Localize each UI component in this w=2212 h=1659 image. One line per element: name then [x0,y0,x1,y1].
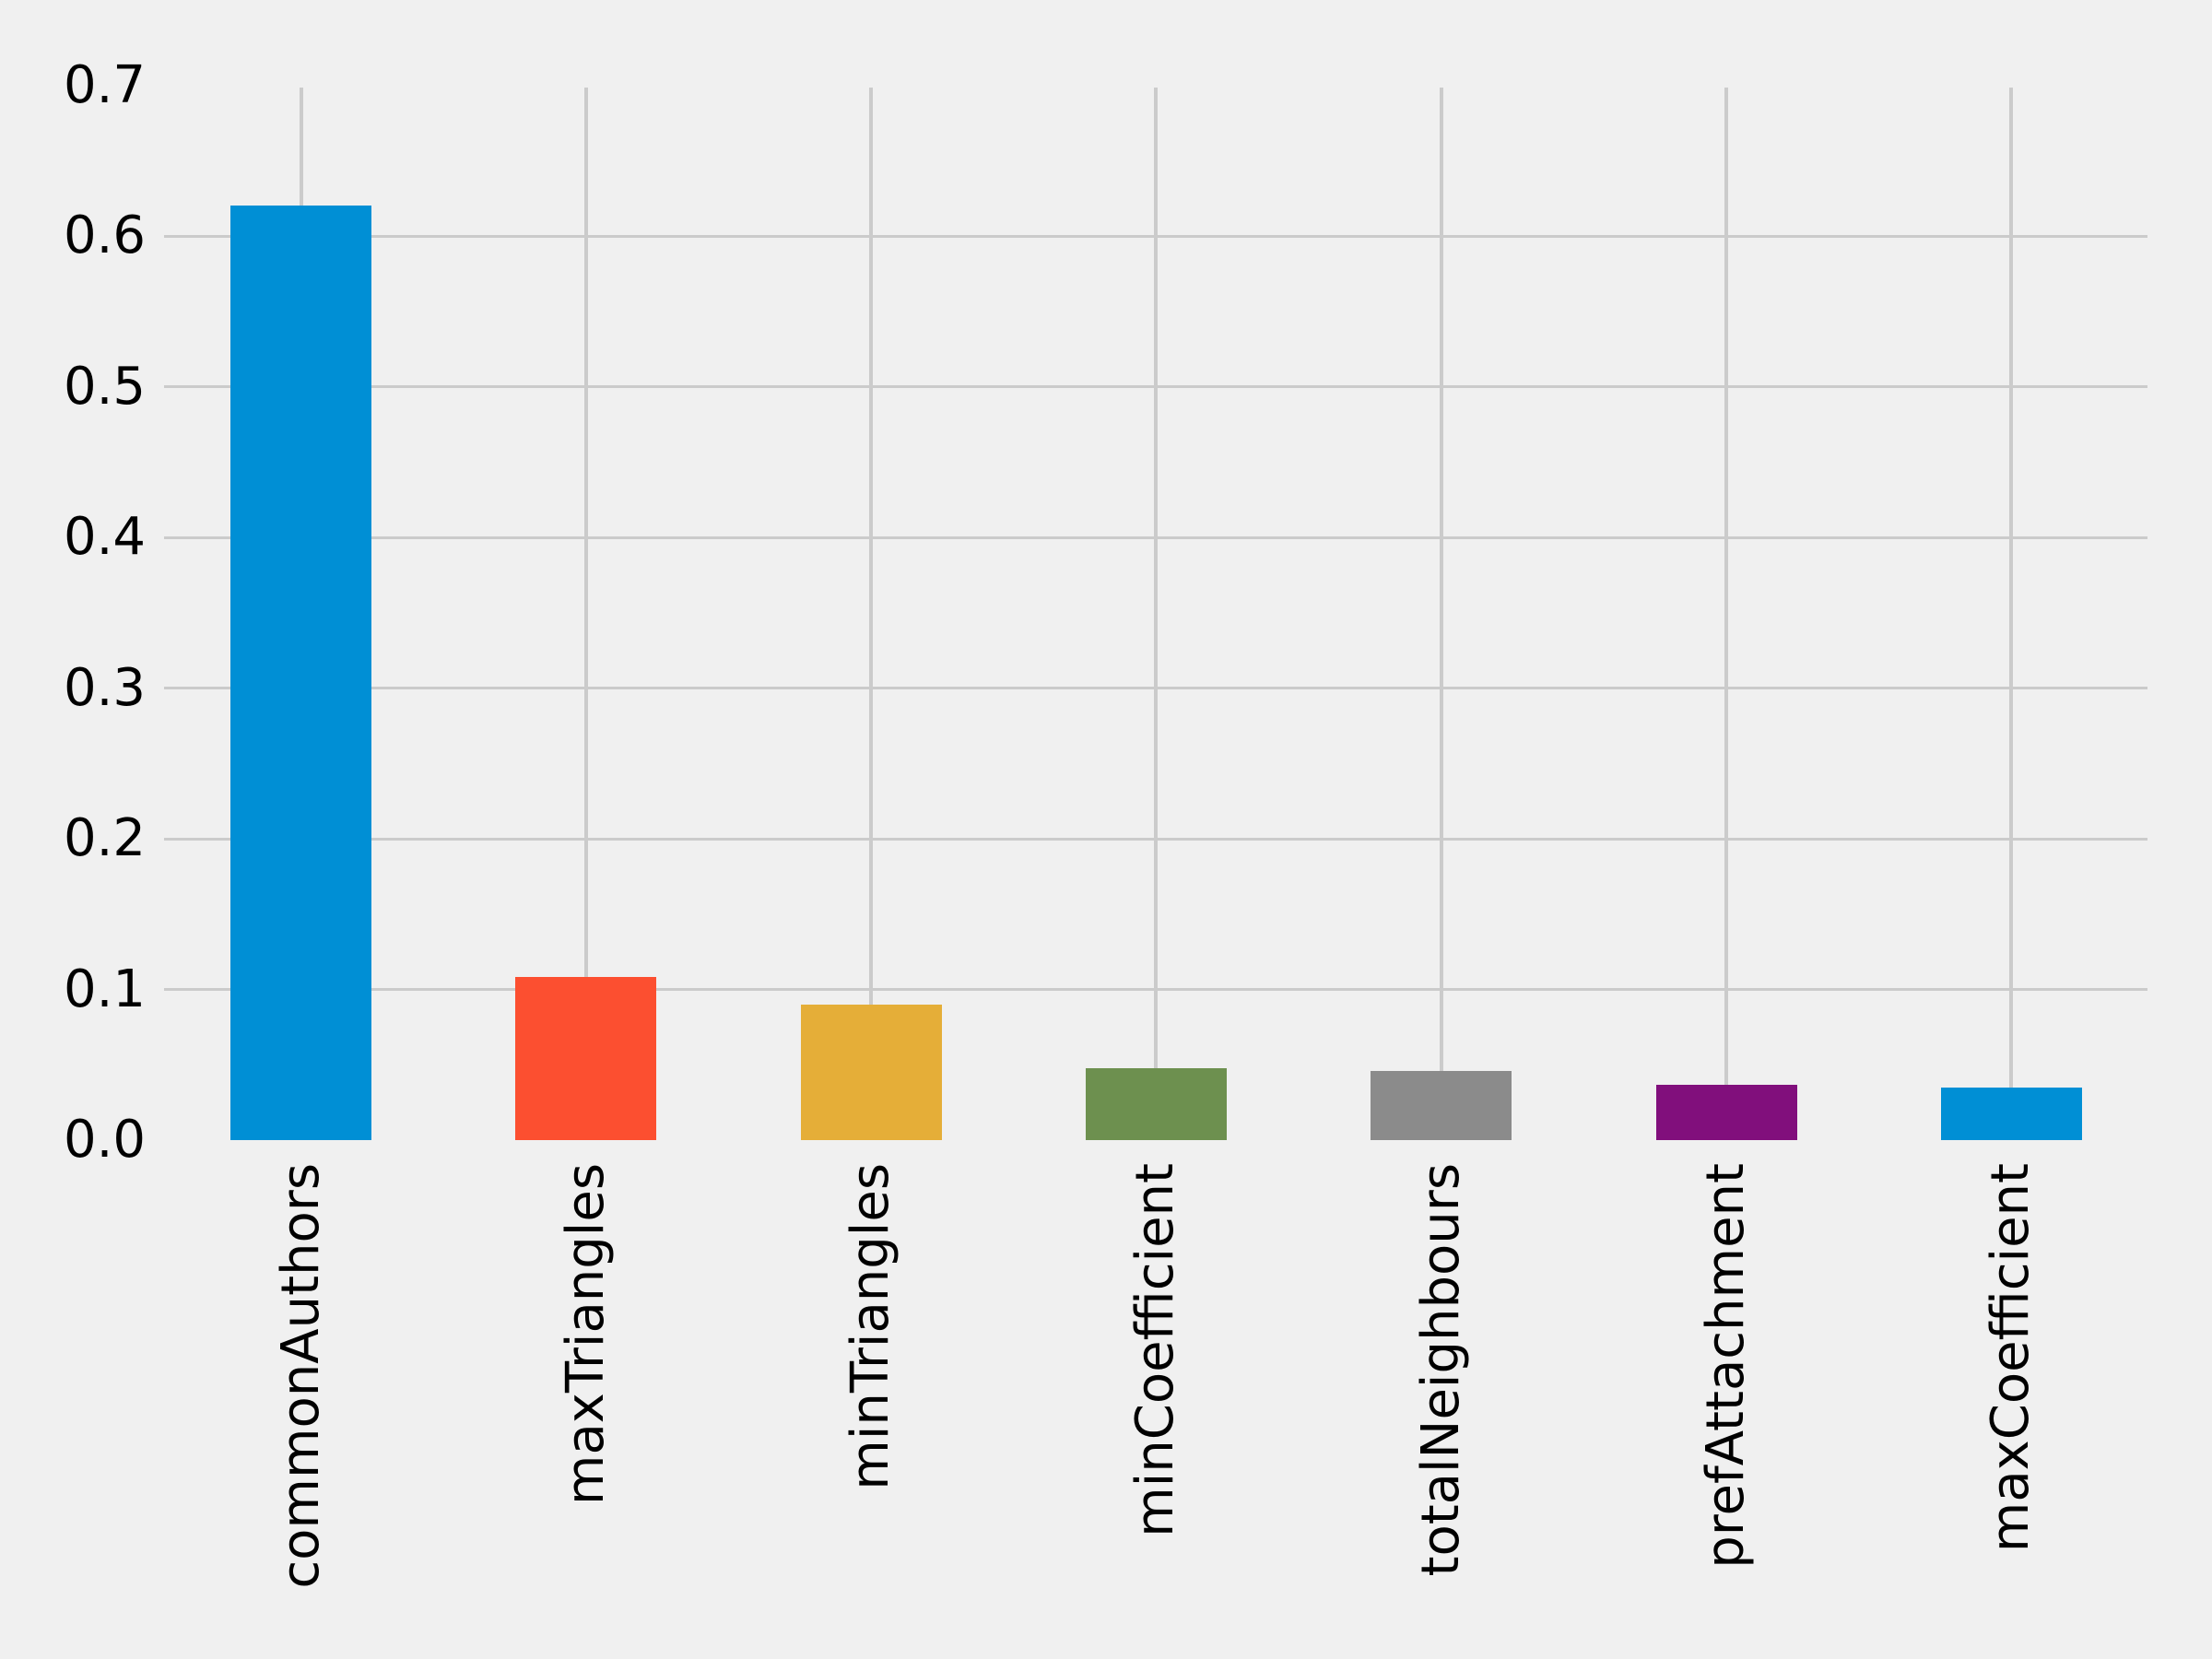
y-tick-label: 0.2 [63,808,146,868]
x-tick-label-maxCoefficient: maxCoefficient [1981,1163,2041,1553]
y-tick-label: 0.4 [63,507,146,567]
x-tick-label-minTriangles: minTriangles [841,1163,901,1490]
v-gridline [1154,88,1159,1140]
y-tick-label: 0.3 [63,657,146,718]
x-tick-label-maxTriangles: maxTriangles [555,1163,616,1506]
bar-maxTriangles [515,977,656,1140]
bar-commonAuthors [230,206,371,1140]
v-gridline [1724,88,1729,1140]
x-tick-label-prefAttachment: prefAttachment [1696,1163,1757,1569]
y-tick-label: 0.1 [63,959,146,1019]
v-gridline [869,88,874,1140]
bar-minCoefficient [1086,1068,1227,1140]
x-tick-label-commonAuthors: commonAuthors [270,1163,331,1589]
v-gridline [583,88,588,1140]
y-tick-label: 0.0 [63,1110,146,1170]
v-gridline [1439,88,1443,1140]
x-tick-label-minCoefficient: minCoefficient [1125,1163,1186,1537]
y-tick-label: 0.5 [63,356,146,417]
y-tick-label: 0.7 [63,54,146,115]
v-gridline [2009,88,2014,1140]
x-tick-label-totalNeighbours: totalNeighbours [1410,1163,1471,1577]
y-tick-label: 0.6 [63,206,146,265]
bar-minTriangles [801,1005,942,1140]
bar-maxCoefficient [1941,1088,2082,1140]
bar-prefAttachment [1656,1085,1797,1140]
bar-totalNeighbours [1371,1071,1512,1140]
